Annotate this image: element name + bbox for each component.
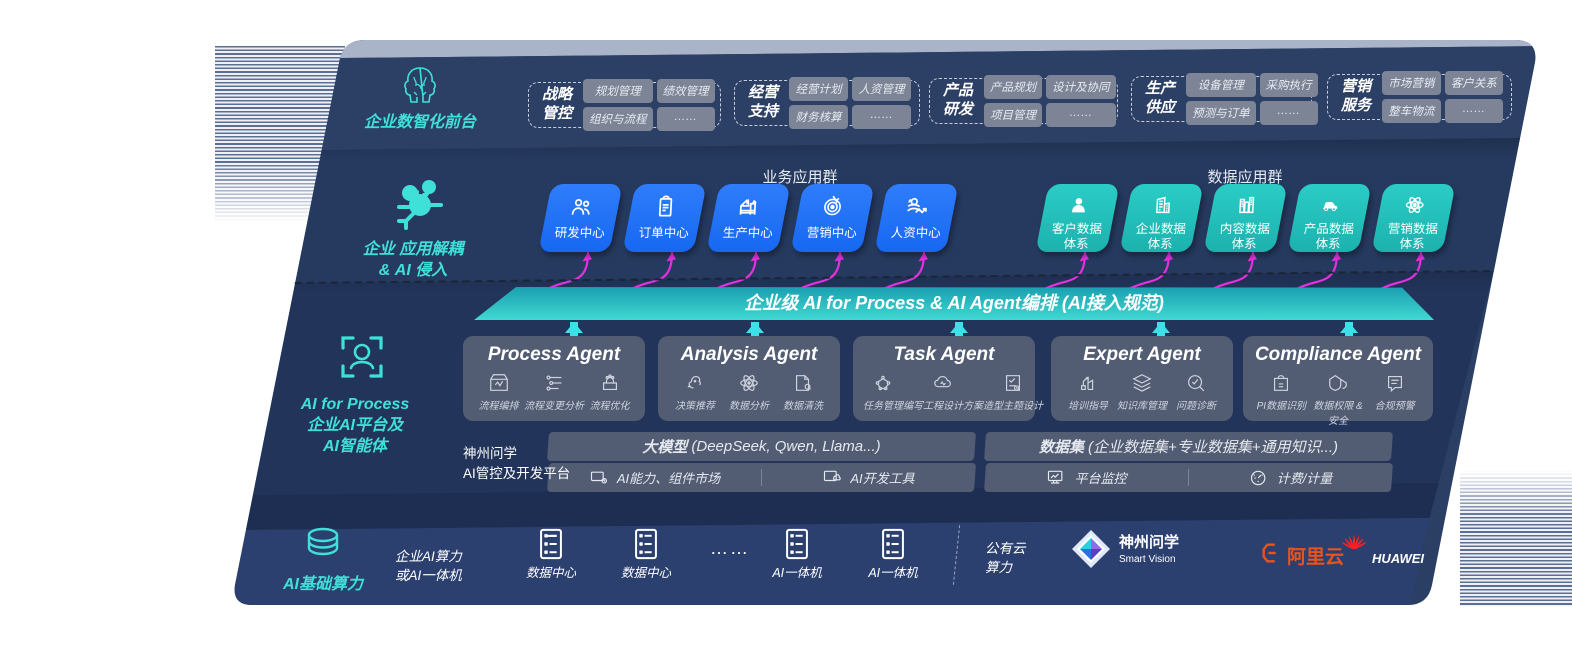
svg-text:企业级 AI for Process & AI Agent编: 企业级 AI for Process & AI Agent编排 (AI接入规范): [744, 293, 1164, 313]
